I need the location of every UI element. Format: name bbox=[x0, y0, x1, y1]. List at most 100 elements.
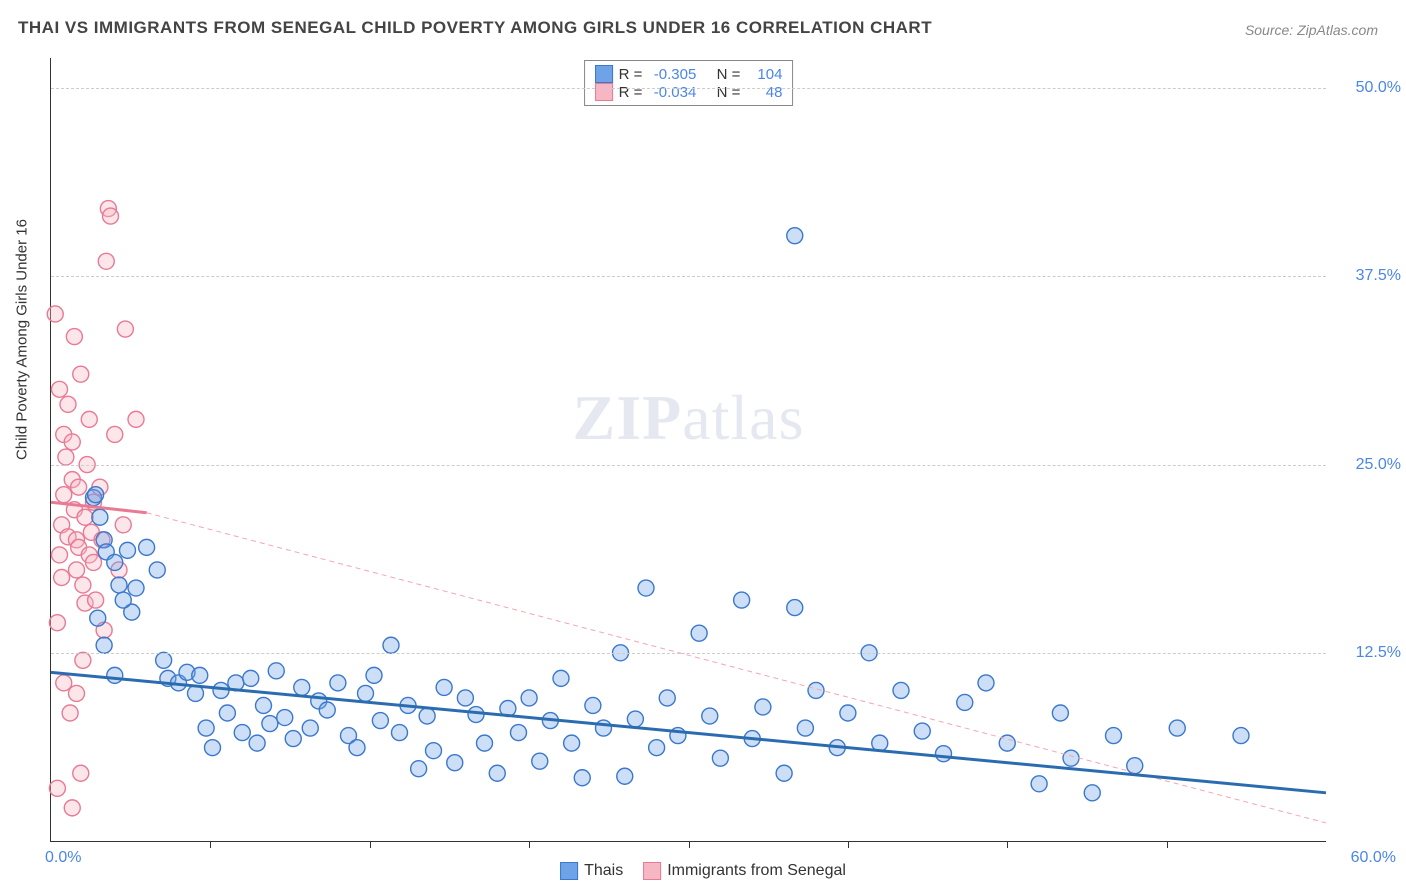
gridline bbox=[51, 653, 1326, 654]
data-point bbox=[115, 592, 131, 608]
legend-swatch bbox=[643, 862, 661, 880]
data-point bbox=[66, 329, 82, 345]
data-point bbox=[58, 449, 74, 465]
data-point bbox=[249, 735, 265, 751]
x-tick-mark bbox=[689, 841, 690, 848]
data-point bbox=[691, 625, 707, 641]
data-point bbox=[1106, 728, 1122, 744]
data-point bbox=[521, 690, 537, 706]
chart-title: THAI VS IMMIGRANTS FROM SENEGAL CHILD PO… bbox=[18, 18, 932, 38]
data-point bbox=[1127, 758, 1143, 774]
data-point bbox=[411, 761, 427, 777]
data-point bbox=[489, 765, 505, 781]
x-tick-mark bbox=[370, 841, 371, 848]
data-point bbox=[302, 720, 318, 736]
data-point bbox=[49, 780, 65, 796]
data-point bbox=[88, 487, 104, 503]
data-point bbox=[1063, 750, 1079, 766]
gridline bbox=[51, 88, 1326, 89]
data-point bbox=[92, 509, 108, 525]
data-point bbox=[107, 554, 123, 570]
x-tick-mark bbox=[1167, 841, 1168, 848]
x-axis-min-label: 0.0% bbox=[45, 849, 81, 867]
data-point bbox=[755, 699, 771, 715]
data-point bbox=[277, 710, 293, 726]
data-point bbox=[90, 610, 106, 626]
data-point bbox=[52, 547, 68, 563]
data-point bbox=[712, 750, 728, 766]
data-point bbox=[156, 652, 172, 668]
data-point bbox=[115, 517, 131, 533]
data-point bbox=[52, 381, 68, 397]
data-point bbox=[56, 487, 72, 503]
data-point bbox=[638, 580, 654, 596]
data-point bbox=[511, 725, 527, 741]
data-point bbox=[71, 479, 87, 495]
data-point bbox=[840, 705, 856, 721]
data-point bbox=[111, 577, 127, 593]
data-point bbox=[69, 562, 85, 578]
data-point bbox=[205, 740, 221, 756]
gridline bbox=[51, 276, 1326, 277]
data-point bbox=[893, 682, 909, 698]
x-axis-max-label: 60.0% bbox=[1326, 849, 1396, 867]
data-point bbox=[64, 434, 80, 450]
data-point bbox=[797, 720, 813, 736]
data-point bbox=[96, 637, 112, 653]
series-legend-item: Thais bbox=[560, 862, 623, 880]
data-point bbox=[198, 720, 214, 736]
data-point bbox=[243, 670, 259, 686]
data-point bbox=[262, 716, 278, 732]
x-tick-mark bbox=[529, 841, 530, 848]
data-point bbox=[617, 768, 633, 784]
data-point bbox=[957, 694, 973, 710]
data-point bbox=[787, 600, 803, 616]
data-point bbox=[139, 539, 155, 555]
data-point bbox=[330, 675, 346, 691]
x-tick-mark bbox=[210, 841, 211, 848]
data-point bbox=[117, 321, 133, 337]
data-point bbox=[75, 577, 91, 593]
data-point bbox=[98, 253, 114, 269]
scatter-canvas bbox=[51, 58, 1326, 841]
data-point bbox=[649, 740, 665, 756]
data-point bbox=[426, 743, 442, 759]
data-point bbox=[914, 723, 930, 739]
data-point bbox=[47, 306, 63, 322]
data-point bbox=[436, 679, 452, 695]
data-point bbox=[447, 755, 463, 771]
data-point bbox=[77, 509, 93, 525]
data-point bbox=[596, 720, 612, 736]
data-point bbox=[358, 685, 374, 701]
data-point bbox=[553, 670, 569, 686]
data-point bbox=[128, 411, 144, 427]
data-point bbox=[564, 735, 580, 751]
gridline bbox=[51, 465, 1326, 466]
data-point bbox=[776, 765, 792, 781]
data-point bbox=[73, 765, 89, 781]
data-point bbox=[234, 725, 250, 741]
y-tick-label: 37.5% bbox=[1331, 267, 1401, 285]
data-point bbox=[787, 228, 803, 244]
data-point bbox=[978, 675, 994, 691]
data-point bbox=[477, 735, 493, 751]
data-point bbox=[1031, 776, 1047, 792]
data-point bbox=[64, 800, 80, 816]
source-label: Source: ZipAtlas.com bbox=[1245, 22, 1378, 38]
data-point bbox=[268, 663, 284, 679]
data-point bbox=[392, 725, 408, 741]
data-point bbox=[54, 569, 70, 585]
legend-swatch bbox=[560, 862, 578, 880]
data-point bbox=[419, 708, 435, 724]
data-point bbox=[936, 746, 952, 762]
data-point bbox=[372, 713, 388, 729]
data-point bbox=[107, 667, 123, 683]
data-point bbox=[383, 637, 399, 653]
data-point bbox=[149, 562, 165, 578]
y-tick-label: 12.5% bbox=[1331, 644, 1401, 662]
data-point bbox=[574, 770, 590, 786]
data-point bbox=[49, 615, 65, 631]
data-point bbox=[120, 542, 136, 558]
data-point bbox=[73, 366, 89, 382]
data-point bbox=[69, 685, 85, 701]
